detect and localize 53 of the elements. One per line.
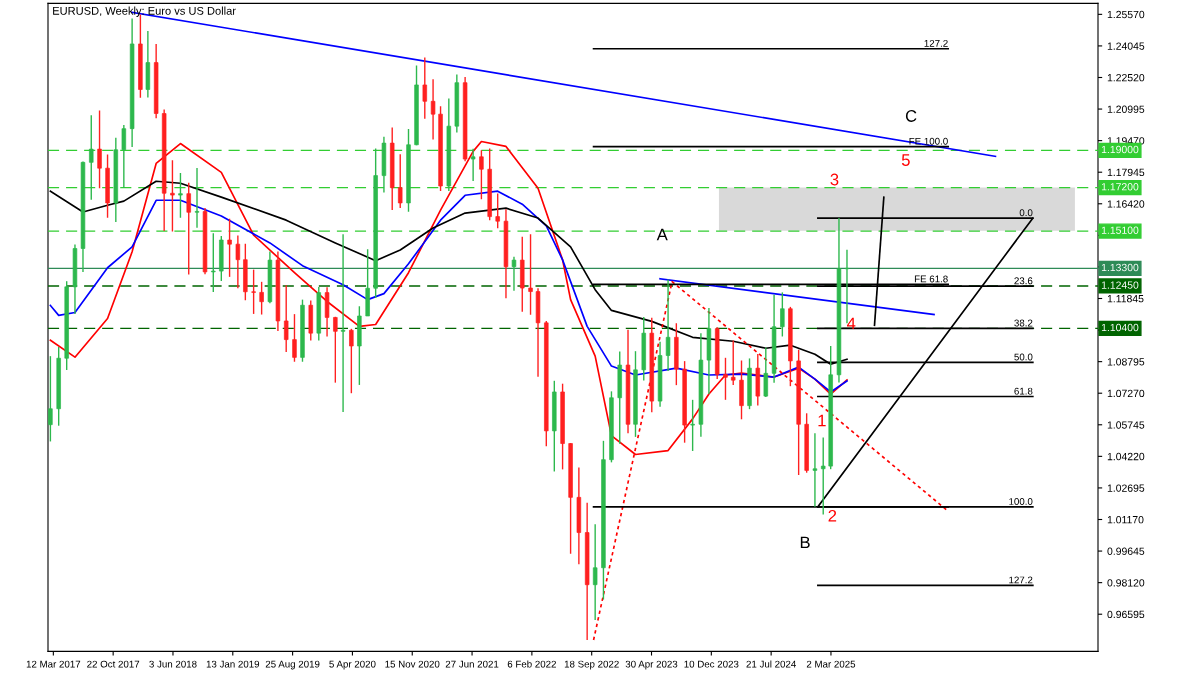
y-tick-label: 1.11845	[1107, 295, 1144, 303]
x-tick-label: 10 Dec 2023	[684, 660, 739, 668]
x-tick-label: 13 Jan 2019	[206, 660, 260, 668]
y-tick-label: 1.02695	[1107, 484, 1145, 492]
x-tick-label: 3 Jun 2018	[149, 660, 197, 668]
annotation: A	[656, 228, 668, 241]
y-tick-label: 1.16420	[1107, 200, 1145, 208]
x-tick-label: 12 Mar 2017	[26, 660, 81, 668]
x-tick-label: 21 Jul 2024	[746, 660, 796, 668]
annotation: 127.2	[924, 39, 948, 47]
ref-line-label: 1.10400	[1101, 323, 1139, 332]
y-tick-label: 1.20995	[1107, 105, 1145, 113]
y-tick-label: 1.25570	[1107, 10, 1145, 19]
x-tick-label: 2 Mar 2025	[806, 660, 856, 668]
annotation: C	[905, 110, 917, 122]
y-tick-label: 1.05745	[1107, 421, 1145, 429]
annotation: 38.2	[1014, 319, 1033, 327]
annotation: 3	[830, 173, 839, 186]
x-tick-label: 27 Jun 2021	[445, 660, 499, 668]
y-tick-label: 1.24045	[1107, 42, 1145, 50]
y-tick-label: 0.96595	[1107, 610, 1145, 619]
chart-title: EURUSD, Weekly: Euro vs US Dollar	[53, 6, 236, 17]
y-tick-label: 1.08795	[1107, 358, 1145, 366]
y-tick-label: 1.22520	[1107, 73, 1145, 82]
annotation: 2	[828, 509, 837, 522]
y-tick-label: 0.99645	[1107, 547, 1145, 555]
y-tick-label: 1.17945	[1107, 168, 1145, 177]
x-tick-label: 18 Sep 2022	[564, 660, 619, 670]
y-tick-label: 1.07270	[1107, 389, 1145, 398]
annotation: 23.6	[1014, 277, 1033, 285]
x-tick-label: 30 Apr 2023	[625, 660, 678, 670]
x-tick-label: 5 Apr 2020	[329, 660, 376, 670]
annotation: 5	[901, 154, 910, 166]
annotation: 61.8	[1014, 387, 1033, 395]
annotation: 127.2	[1009, 576, 1033, 584]
x-tick-label: 15 Nov 2020	[385, 660, 440, 668]
y-tick-label: 1.01170	[1107, 516, 1144, 524]
annotation: 0.0	[1019, 209, 1033, 217]
x-tick-label: 25 Aug 2019	[265, 660, 320, 670]
ref-line-label: 1.17200	[1101, 183, 1139, 191]
ref-line-label: 1.12450	[1101, 281, 1139, 289]
annotation: 100.0	[1009, 498, 1033, 505]
ref-line-label: 1.15100	[1101, 226, 1139, 234]
ref-line-label: 1.13300	[1101, 263, 1139, 272]
annotation: B	[800, 536, 810, 549]
annotation: 1	[818, 414, 826, 427]
x-tick-label: 22 Oct 2017	[87, 660, 140, 668]
y-tick-label: 0.98120	[1107, 579, 1145, 587]
annotation: 4	[847, 317, 856, 330]
annotation: 50.0	[1014, 353, 1033, 361]
annotation: FE 61.8	[914, 275, 948, 283]
y-tick-label: 1.04220	[1107, 452, 1145, 461]
x-tick-label: 6 Feb 2022	[507, 660, 556, 668]
